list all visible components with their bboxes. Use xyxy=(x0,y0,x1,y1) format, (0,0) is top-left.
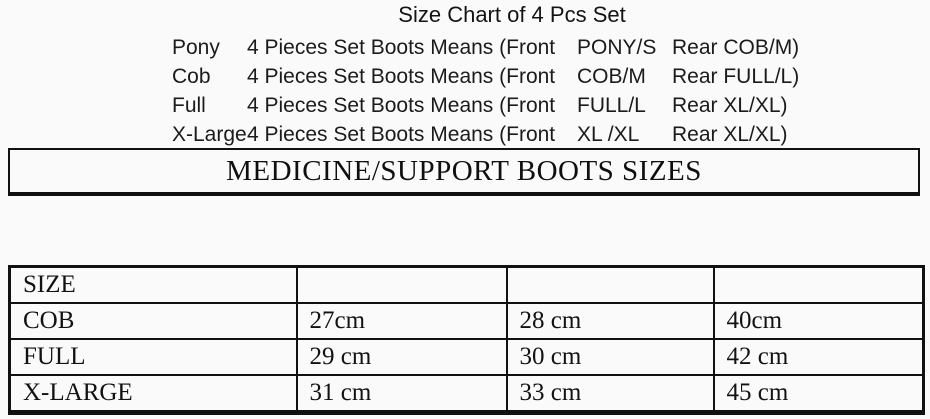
table-row-full: FULL 29 cm 30 cm 42 cm xyxy=(8,338,925,376)
measurement-cell: 33 cm xyxy=(505,374,715,414)
legend-description: 4 Pieces Set Boots Means (Front xyxy=(247,93,556,117)
legend-row-full: Full 4 Pieces Set Boots Means (Front FUL… xyxy=(172,91,799,120)
legend-label: Pony xyxy=(172,35,220,59)
column-header-empty xyxy=(295,265,508,304)
measurement-cell: 31 cm xyxy=(295,374,508,414)
legend-front-size: COB/M xyxy=(577,64,646,88)
legend-label: Cob xyxy=(172,64,211,88)
measurement-cell: 40cm xyxy=(712,302,925,340)
measurement-cell: 42 cm xyxy=(712,338,925,376)
size-table: SIZE COB 27cm 28 cm 40cm FULL 29 cm 30 c… xyxy=(8,265,925,415)
measurement-cell: 28 cm xyxy=(505,302,715,340)
legend-front-size: PONY/S xyxy=(577,35,657,59)
row-header-cell: COB xyxy=(8,302,298,340)
table-row-cob: COB 27cm 28 cm 40cm xyxy=(8,302,925,340)
legend-block: Pony 4 Pieces Set Boots Means (Front PON… xyxy=(172,33,799,149)
column-header-size: SIZE xyxy=(8,265,298,304)
legend-label: Full xyxy=(172,93,206,117)
measurement-cell: 29 cm xyxy=(295,338,508,376)
row-header-cell: X-LARGE xyxy=(8,374,298,414)
row-header-cell: FULL xyxy=(8,338,298,376)
legend-description: 4 Pieces Set Boots Means (Front xyxy=(247,35,556,59)
legend-rear-size: Rear XL/XL) xyxy=(672,122,788,146)
legend-row-xlarge: X-Large 4 Pieces Set Boots Means (Front … xyxy=(172,120,799,149)
legend-rear-size: Rear XL/XL) xyxy=(672,93,788,117)
section-banner-text: MEDICINE/SUPPORT BOOTS SIZES xyxy=(226,154,702,187)
legend-label: X-Large xyxy=(172,122,247,146)
measurement-cell: 45 cm xyxy=(712,374,925,414)
legend-front-size: XL /XL xyxy=(577,122,640,146)
legend-row-cob: Cob 4 Pieces Set Boots Means (Front COB/… xyxy=(172,62,799,91)
section-banner: MEDICINE/SUPPORT BOOTS SIZES xyxy=(8,148,920,196)
measurement-cell: 27cm xyxy=(295,302,508,340)
legend-front-size: FULL/L xyxy=(577,93,646,117)
legend-rear-size: Rear FULL/L) xyxy=(672,64,800,88)
legend-description: 4 Pieces Set Boots Means (Front xyxy=(247,64,556,88)
column-header-empty xyxy=(505,265,715,304)
table-row-xlarge: X-LARGE 31 cm 33 cm 45 cm xyxy=(8,374,925,414)
table-header-row: SIZE xyxy=(8,265,925,304)
legend-description: 4 Pieces Set Boots Means (Front xyxy=(247,122,556,146)
column-header-empty xyxy=(712,265,925,304)
legend-rear-size: Rear COB/M) xyxy=(672,35,800,59)
measurement-cell: 30 cm xyxy=(505,338,715,376)
legend-row-pony: Pony 4 Pieces Set Boots Means (Front PON… xyxy=(172,33,799,62)
page-title: Size Chart of 4 Pcs Set xyxy=(398,2,626,27)
